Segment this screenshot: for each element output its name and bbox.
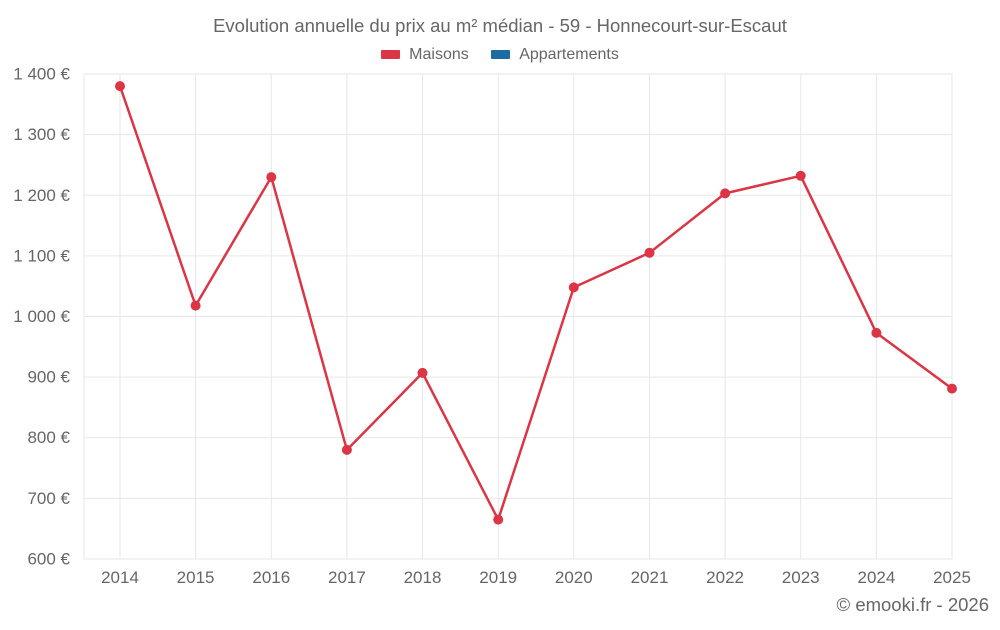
svg-text:2024: 2024 xyxy=(857,568,895,587)
svg-text:1 000 €: 1 000 € xyxy=(13,307,70,326)
svg-text:600 €: 600 € xyxy=(27,550,70,569)
svg-text:2014: 2014 xyxy=(101,568,139,587)
svg-text:1 400 €: 1 400 € xyxy=(13,65,70,84)
svg-text:2017: 2017 xyxy=(328,568,366,587)
svg-text:2018: 2018 xyxy=(404,568,442,587)
svg-text:800 €: 800 € xyxy=(27,428,70,447)
svg-text:2021: 2021 xyxy=(631,568,669,587)
svg-text:2025: 2025 xyxy=(933,568,971,587)
svg-text:2023: 2023 xyxy=(782,568,820,587)
svg-text:© emooki.fr - 2026: © emooki.fr - 2026 xyxy=(837,594,989,615)
svg-text:2015: 2015 xyxy=(177,568,215,587)
svg-text:900 €: 900 € xyxy=(27,368,70,387)
svg-text:1 300 €: 1 300 € xyxy=(13,125,70,144)
svg-text:700 €: 700 € xyxy=(27,489,70,508)
svg-text:2022: 2022 xyxy=(706,568,744,587)
svg-text:2020: 2020 xyxy=(555,568,593,587)
svg-text:2019: 2019 xyxy=(479,568,517,587)
svg-text:1 200 €: 1 200 € xyxy=(13,186,70,205)
svg-text:1 100 €: 1 100 € xyxy=(13,246,70,265)
svg-text:2016: 2016 xyxy=(252,568,290,587)
